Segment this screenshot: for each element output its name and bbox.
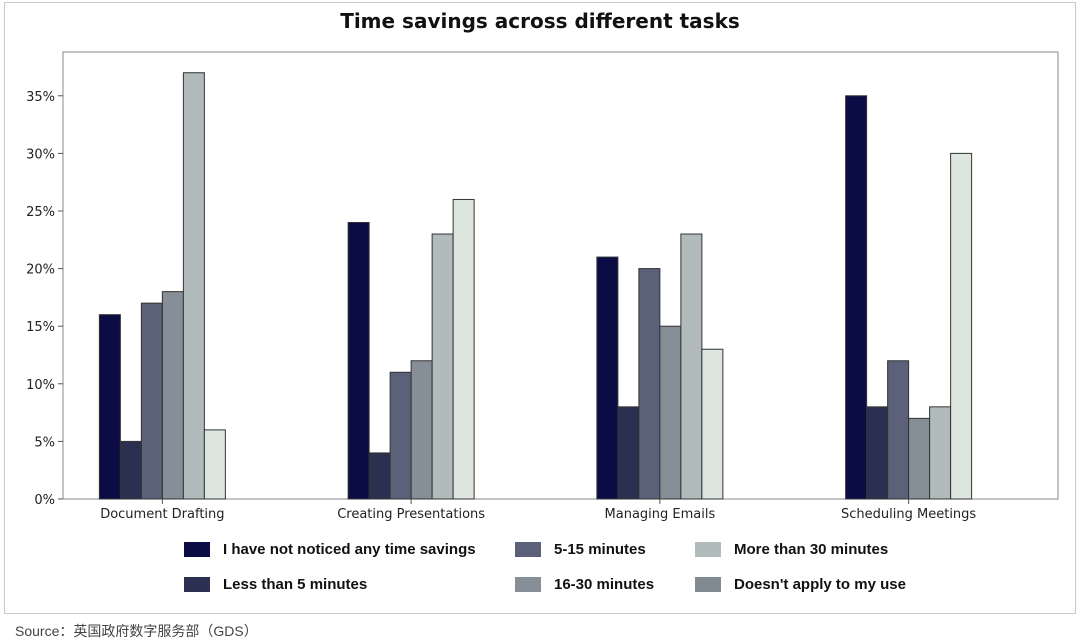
y-tick-label: 5% (34, 435, 55, 450)
bar (950, 152, 973, 500)
bar (347, 222, 370, 500)
legend-swatch (695, 577, 721, 592)
plot-area (62, 51, 1059, 500)
bar (638, 268, 661, 500)
bar (701, 348, 724, 500)
legend-swatch (515, 577, 541, 592)
bar (887, 360, 910, 500)
bar (119, 440, 142, 500)
x-tick-label: Document Drafting (100, 507, 224, 522)
y-tick-label: 10% (26, 378, 55, 393)
legend-item: 16-30 minutes (515, 576, 654, 593)
legend-label: 16-30 minutes (554, 576, 655, 593)
legend-swatch (184, 577, 210, 592)
y-tick-label: 0% (34, 493, 55, 508)
y-tick-label: 35% (26, 90, 55, 105)
legend-label: Doesn't apply to my use (734, 576, 906, 593)
bar (161, 291, 184, 500)
legend-item: Doesn't apply to my use (695, 576, 906, 593)
y-tick-label: 25% (26, 205, 55, 220)
bar (431, 233, 454, 500)
bar (596, 256, 619, 500)
bar (389, 371, 412, 500)
legend-item: Less than 5 minutes (184, 576, 367, 593)
bar (140, 302, 163, 500)
bar (98, 314, 121, 500)
legend-label: 5-15 minutes (554, 541, 646, 558)
bar (929, 406, 952, 500)
legend-label: I have not noticed any time savings (223, 541, 476, 558)
legend-label: Less than 5 minutes (223, 576, 368, 593)
bar (845, 95, 868, 500)
legend-item: More than 30 minutes (695, 541, 888, 558)
legend-item: I have not noticed any time savings (184, 541, 476, 558)
bar (452, 198, 475, 500)
legend-swatch (515, 542, 541, 557)
bar (410, 360, 433, 500)
chart-title: Time savings across different tasks (340, 9, 740, 33)
y-tick-label: 20% (26, 263, 55, 278)
legend-swatch (695, 542, 721, 557)
x-tick-label: Scheduling Meetings (841, 507, 976, 522)
bar (368, 452, 391, 500)
chart-frame (4, 2, 1076, 614)
x-tick-label: Managing Emails (605, 507, 716, 522)
legend-swatch (184, 542, 210, 557)
bar (182, 72, 205, 500)
bar (680, 233, 703, 500)
source-note: Source：英国政府数字服务部（GDS） (15, 623, 258, 639)
bar (908, 417, 931, 500)
legend-label: More than 30 minutes (734, 541, 889, 558)
bar (617, 406, 640, 500)
legend-item: 5-15 minutes (515, 541, 646, 558)
x-tick-label: Creating Presentations (337, 507, 485, 522)
bar (659, 325, 682, 500)
y-tick-label: 15% (26, 320, 55, 335)
bar (866, 406, 889, 500)
y-tick-label: 30% (26, 147, 55, 162)
bar (203, 429, 226, 500)
